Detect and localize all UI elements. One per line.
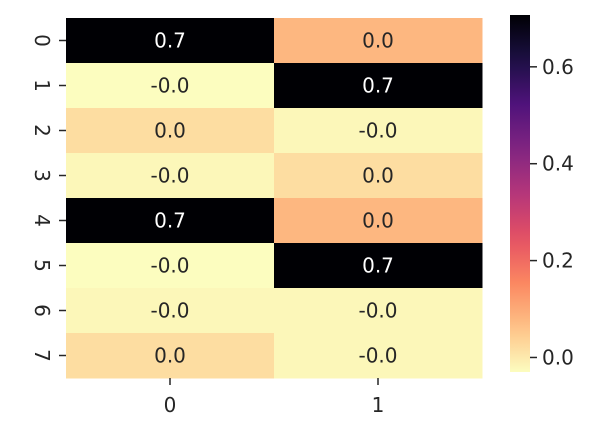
heatmap-cell bbox=[66, 108, 275, 154]
y-tick-label: 3 bbox=[30, 169, 54, 182]
colorbar-tick-label: 0.6 bbox=[542, 55, 574, 79]
heatmap-cell bbox=[274, 198, 483, 244]
y-tick-label: 1 bbox=[30, 79, 54, 92]
y-tick-label: 6 bbox=[30, 304, 54, 317]
cell-value-label: 0.0 bbox=[154, 344, 186, 368]
heatmap-cell bbox=[274, 333, 483, 379]
heatmap-cell bbox=[66, 18, 275, 64]
cell-value-label: 0.7 bbox=[362, 74, 394, 98]
heatmap-cell bbox=[66, 243, 275, 289]
colorbar-gradient bbox=[510, 15, 530, 372]
cell-value-label: 0.7 bbox=[154, 29, 186, 53]
y-tick-label: 0 bbox=[30, 34, 54, 47]
heatmap-cell bbox=[274, 108, 483, 154]
cell-value-label: -0.0 bbox=[150, 299, 189, 323]
colorbar-tick-label: 0.0 bbox=[542, 345, 574, 369]
cell-value-label: -0.0 bbox=[358, 299, 397, 323]
cell-value-label: 0.0 bbox=[362, 164, 394, 188]
heatmap-cell bbox=[274, 243, 483, 289]
heatmap-cell bbox=[274, 18, 483, 64]
heatmap-cell bbox=[66, 333, 275, 379]
heatmap-cell bbox=[66, 63, 275, 109]
y-tick-label: 7 bbox=[30, 349, 54, 362]
heatmap-cell bbox=[66, 198, 275, 244]
heatmap-cell bbox=[274, 288, 483, 334]
colorbar-ticks: 0.0 0.2 0.4 0.6 bbox=[530, 55, 574, 369]
heatmap-cell bbox=[66, 153, 275, 199]
heatmap-cells bbox=[66, 18, 483, 379]
heatmap-cell bbox=[274, 153, 483, 199]
cell-value-label: 0.7 bbox=[362, 254, 394, 278]
cell-value-label: 0.7 bbox=[154, 209, 186, 233]
y-tick-label: 5 bbox=[30, 259, 54, 272]
cell-value-label: -0.0 bbox=[150, 74, 189, 98]
heatmap-cell bbox=[66, 288, 275, 334]
cell-value-label: 0.0 bbox=[362, 29, 394, 53]
cell-value-label: -0.0 bbox=[150, 254, 189, 278]
cell-value-label: 0.0 bbox=[154, 119, 186, 143]
cell-value-label: -0.0 bbox=[358, 344, 397, 368]
x-tick-label: 1 bbox=[372, 393, 385, 417]
colorbar-tick-label: 0.4 bbox=[542, 152, 574, 176]
y-tick-label: 4 bbox=[30, 214, 54, 227]
cell-value-label: 0.0 bbox=[362, 209, 394, 233]
x-tick-label: 0 bbox=[164, 393, 177, 417]
y-tick-label: 2 bbox=[30, 124, 54, 137]
cell-value-label: -0.0 bbox=[358, 119, 397, 143]
colorbar: 0.0 0.2 0.4 0.6 bbox=[510, 15, 574, 372]
heatmap-cell bbox=[274, 63, 483, 109]
y-axis: 0 1 2 3 4 5 6 7 bbox=[30, 34, 66, 362]
heatmap-cell-labels: 0.7 0.0 -0.0 0.7 0.0 -0.0 -0.0 0.0 0.7 0.0 -0.0 0.7… bbox=[150, 29, 397, 368]
cell-value-label: -0.0 bbox=[150, 164, 189, 188]
colorbar-tick-label: 0.2 bbox=[542, 249, 574, 273]
